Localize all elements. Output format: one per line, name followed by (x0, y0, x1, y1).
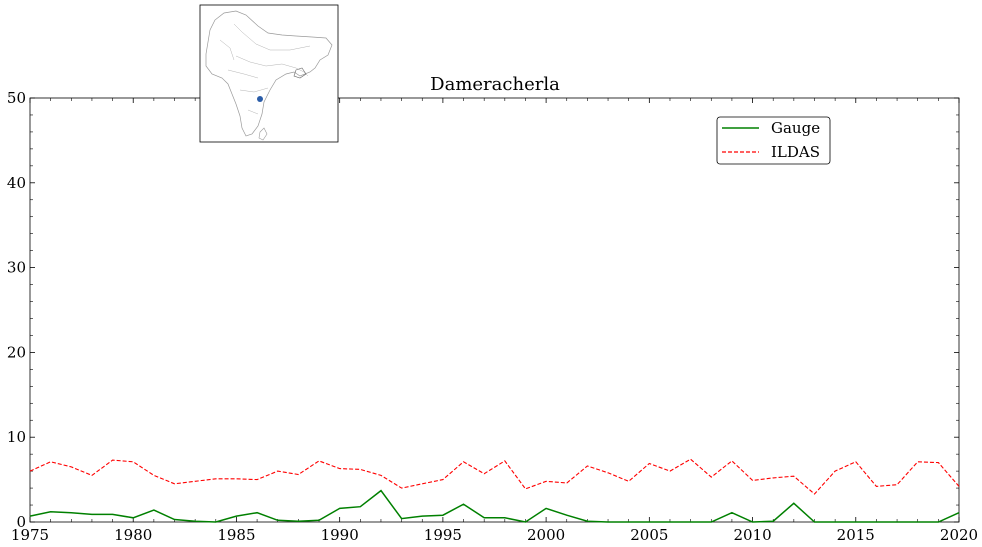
x-tick-label: 1975 (11, 526, 49, 544)
inset-frame (199, 4, 339, 143)
south-asia-outline (205, 10, 333, 137)
inset-location-map (199, 4, 339, 143)
plot-frame (29, 97, 960, 523)
x-tick-label: 2005 (630, 526, 668, 544)
x-tick-label: 2020 (940, 526, 978, 544)
x-tick-label: 2015 (837, 526, 875, 544)
x-tick-label: 2010 (733, 526, 771, 544)
x-tick-label: 1995 (424, 526, 462, 544)
bangladesh-outline (293, 67, 307, 79)
y-tick-label: 50 (7, 89, 26, 107)
inset-border-lines (219, 23, 311, 115)
x-tick-label: 1980 (114, 526, 152, 544)
y-tick-label: 10 (7, 428, 26, 446)
plot-area (29, 97, 960, 523)
legend: Gauge ILDAS (716, 116, 831, 165)
legend-label-ildas: ILDAS (771, 143, 820, 161)
legend-label-gauge: Gauge (771, 119, 820, 137)
x-tick-label: 1990 (321, 526, 359, 544)
x-axis: 1975 1980 1985 1990 1995 2000 2005 2010 2015 2020 (11, 98, 978, 544)
y-tick-label: 40 (7, 174, 26, 192)
y-tick-label: 0 (16, 513, 26, 531)
y-axis: 0 10 20 30 40 50 (7, 89, 959, 531)
chart-title: Dameracherla (430, 74, 560, 95)
series-layer (29, 458, 960, 523)
x-tick-label: 2000 (527, 526, 565, 544)
location-marker (257, 96, 263, 102)
series-line-ildas (29, 458, 960, 495)
x-tick-label: 1985 (217, 526, 255, 544)
sri-lanka-outline (258, 127, 268, 141)
y-tick-label: 30 (7, 259, 26, 277)
y-tick-label: 20 (7, 343, 26, 361)
series-line-gauge (29, 489, 960, 523)
